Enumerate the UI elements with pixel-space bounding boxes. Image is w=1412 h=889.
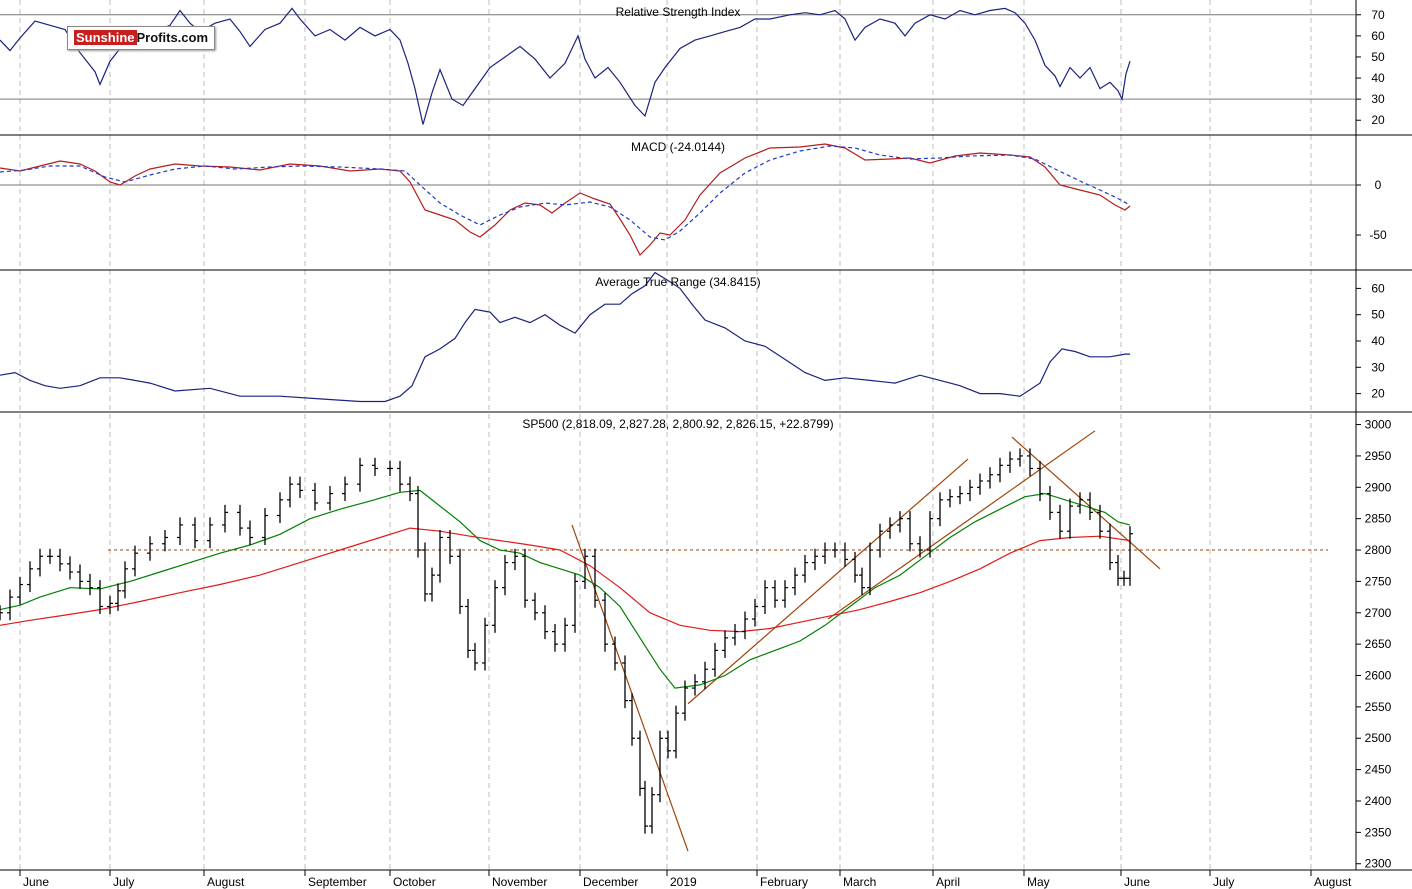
panel-title: Relative Strength Index (616, 5, 741, 19)
x-tick-label: July (113, 875, 134, 889)
y-tick-label: 50 (1371, 50, 1385, 64)
y-tick-label: 60 (1371, 281, 1385, 295)
trendline (827, 430, 1096, 620)
y-tick-label: 2550 (1365, 700, 1392, 714)
x-tick-label: September (308, 875, 367, 889)
trendline (1011, 436, 1161, 570)
y-tick-label: 2700 (1365, 606, 1392, 620)
x-tick-label: August (207, 875, 245, 889)
logo-text-sunshine: Sunshine (74, 30, 137, 45)
y-tick-label: 2850 (1365, 512, 1392, 526)
y-tick-label: 2600 (1365, 669, 1392, 683)
y-tick-label: 40 (1371, 71, 1385, 85)
y-tick-label: 2750 (1365, 574, 1392, 588)
x-tick-label: December (583, 875, 638, 889)
y-tick-label: 30 (1371, 360, 1385, 374)
y-tick-label: 60 (1371, 29, 1385, 43)
panel-title: Average True Range (34.8415) (595, 275, 760, 289)
y-tick-label: 2950 (1365, 449, 1392, 463)
y-tick-label: 2500 (1365, 731, 1392, 745)
y-tick-label: 2450 (1365, 763, 1392, 777)
y-tick-label: 70 (1371, 8, 1385, 22)
trendline (571, 524, 689, 852)
x-tick-label: November (492, 875, 547, 889)
y-tick-label: 2650 (1365, 637, 1392, 651)
y-tick-label: 50 (1371, 308, 1385, 322)
y-tick-label: 0 (1375, 178, 1382, 192)
trendline (687, 458, 969, 705)
y-tick-label: 2800 (1365, 543, 1392, 557)
y-tick-label: 20 (1371, 387, 1385, 401)
y-tick-label: 30 (1371, 92, 1385, 106)
macd-line (0, 143, 1131, 257)
y-tick-label: 40 (1371, 334, 1385, 348)
panel-title: MACD (-24.0144) (631, 140, 725, 154)
y-tick-label: 2900 (1365, 480, 1392, 494)
y-tick-label: 2350 (1365, 825, 1392, 839)
indicator-line (0, 271, 1130, 403)
x-tick-label: March (843, 875, 876, 889)
logo-text-profits: Profits.com (136, 30, 209, 45)
x-tick-label: June (23, 875, 49, 889)
ma200-line (0, 527, 1131, 633)
y-tick-label: -50 (1369, 228, 1387, 242)
y-tick-label: 20 (1371, 113, 1385, 127)
x-tick-label: 2019 (670, 875, 697, 889)
panel-title: SP500 (2,818.09, 2,827.28, 2,800.92, 2,8… (522, 417, 833, 431)
x-tick-label: July (1213, 875, 1234, 889)
x-tick-label: June (1124, 875, 1150, 889)
x-tick-label: February (760, 875, 808, 889)
x-tick-label: May (1027, 875, 1050, 889)
ma50-line (0, 489, 1131, 689)
x-tick-label: April (936, 875, 960, 889)
y-tick-label: 3000 (1365, 418, 1392, 432)
x-tick-label: October (393, 875, 436, 889)
x-tick-label: August (1314, 875, 1352, 889)
y-tick-label: 2300 (1365, 857, 1392, 871)
signal-line (0, 145, 1131, 241)
sunshine-profits-logo: Sunshine Profits.com (67, 26, 216, 50)
y-tick-label: 2400 (1365, 794, 1392, 808)
